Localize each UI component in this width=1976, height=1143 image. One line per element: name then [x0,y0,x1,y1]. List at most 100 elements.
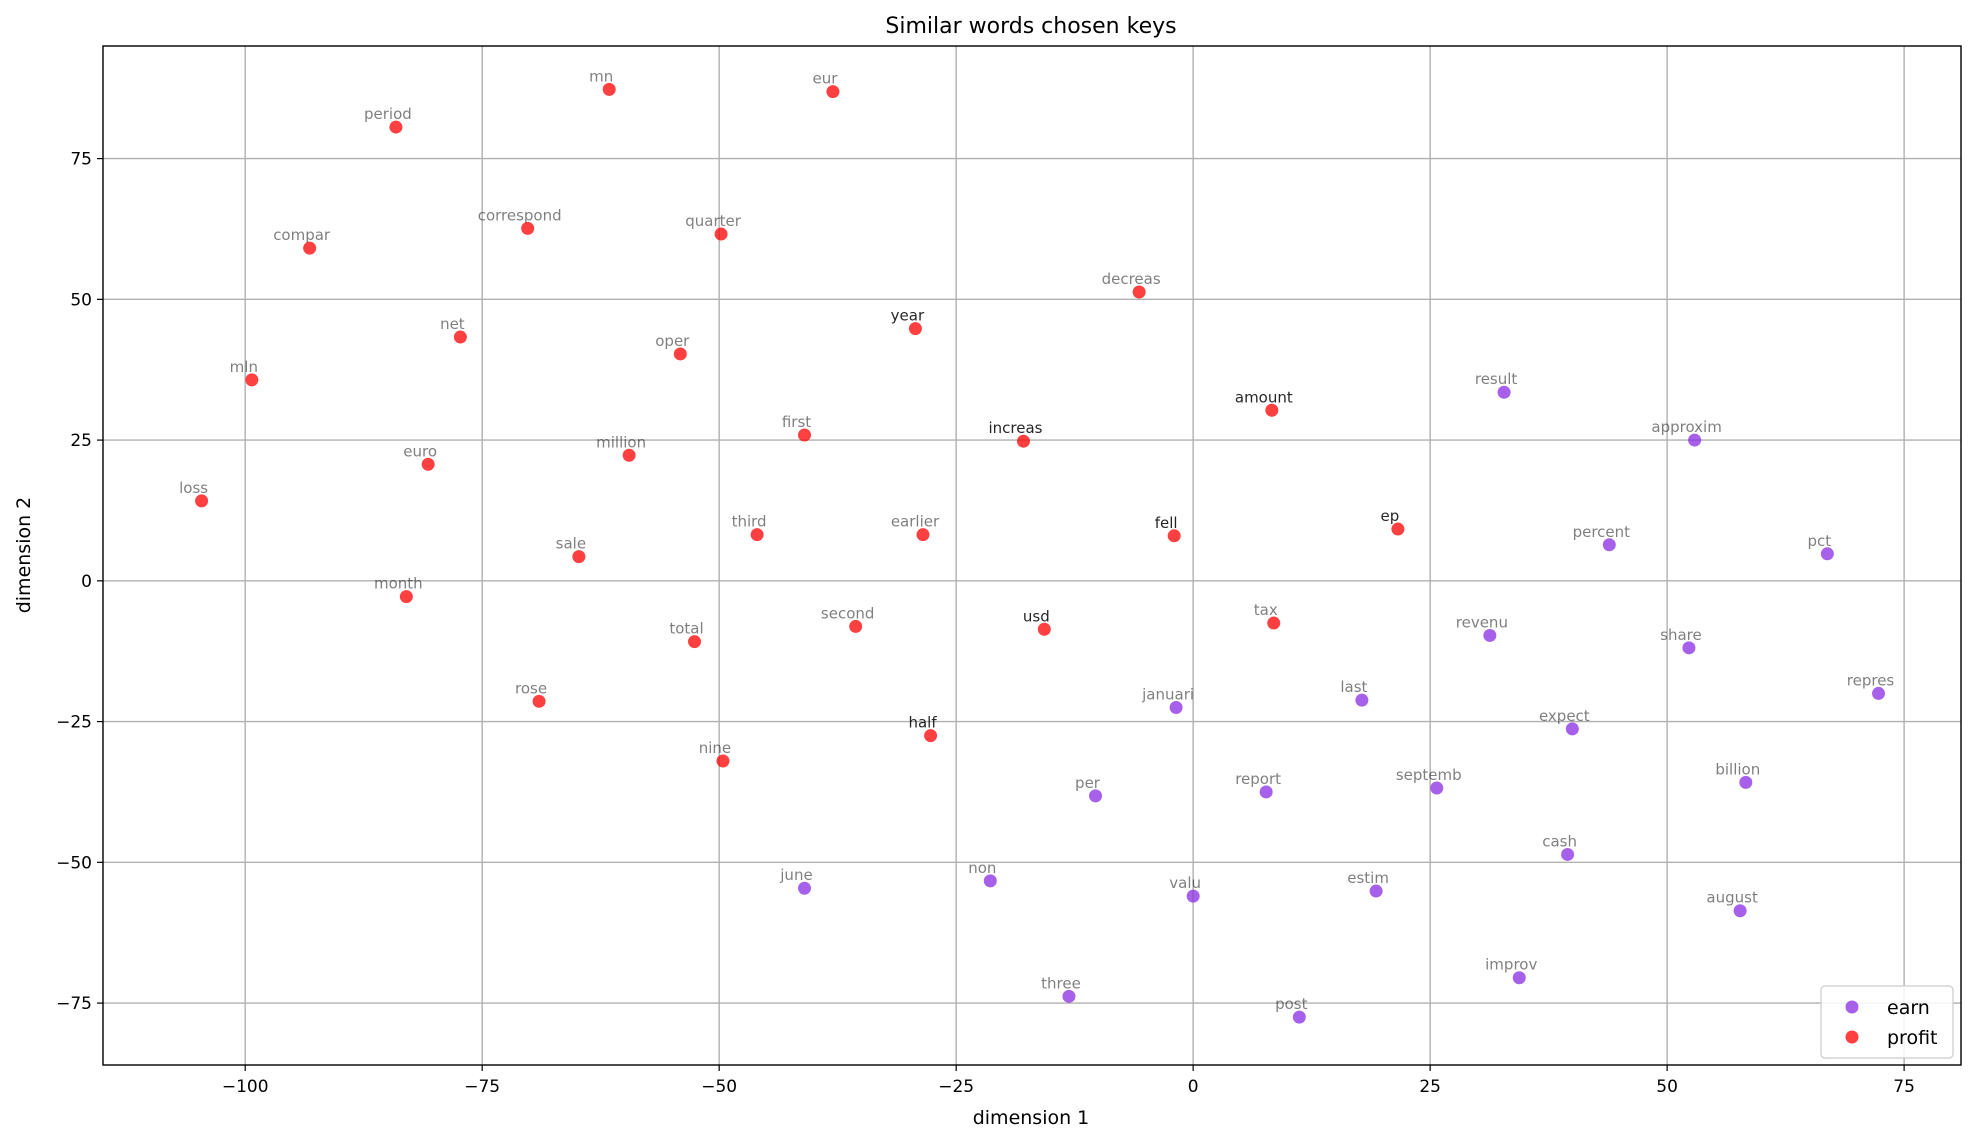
data-point-profit [1016,434,1030,448]
data-point-profit [908,322,922,336]
point-label: estim [1347,869,1389,887]
point-label: non [968,859,996,877]
chart-title: Similar words chosen keys [885,14,1176,39]
data-point-profit [826,85,840,99]
data-point-earn [1259,785,1273,799]
x-tick-label: 50 [1656,1077,1678,1097]
point-label: decreas [1102,270,1161,288]
x-tick-label: −25 [938,1077,974,1097]
data-point-earn [1186,889,1200,903]
point-label: nine [699,739,731,757]
data-point-earn [1820,547,1834,561]
point-label: sale [556,535,586,553]
point-label: pct [1808,532,1832,550]
data-point-earn [1739,775,1753,789]
data-point-profit [673,347,687,361]
y-tick-label: 25 [70,431,92,451]
point-label: report [1235,770,1281,788]
data-point-profit [521,221,535,235]
data-point-profit [916,528,930,542]
data-point-profit [399,590,413,604]
data-point-profit [714,227,728,241]
data-point-profit [750,528,764,542]
data-point-profit [1265,403,1279,417]
data-point-earn [1602,538,1616,552]
point-label: earlier [891,513,940,531]
point-label: compar [273,226,331,244]
data-point-earn [1169,701,1183,715]
point-label: total [669,620,703,638]
point-label: revenu [1456,613,1508,631]
data-point-earn [1089,789,1103,803]
point-label: third [732,513,767,531]
point-labels: result approxim percent pct revenu share repre… [179,67,1894,1013]
point-label: share [1660,626,1702,644]
data-point-profit [622,448,636,462]
x-tick-label: 75 [1893,1077,1915,1097]
data-point-profit [572,550,586,564]
point-label: euro [403,442,437,460]
axis-ticks: −100 −75 −50 −25 0 25 50 75 −75 −50 −25 0 25 50 75 [56,150,1915,1097]
data-point-earn [1355,693,1369,707]
point-label: usd [1023,607,1050,625]
point-label: approxim [1651,418,1721,436]
y-tick-label: 75 [70,150,92,170]
point-label: month [374,575,423,593]
data-point-profit [849,619,863,633]
point-label: januari [1141,686,1194,704]
data-point-profit [1037,622,1051,636]
point-label: last [1340,678,1367,696]
data-point-profit [1267,616,1281,630]
data-point-profit [532,694,546,708]
point-label: mln [230,358,258,376]
x-tick-label: −100 [222,1077,269,1097]
y-tick-label: 50 [70,290,92,310]
data-point-earn [797,881,811,895]
point-label: percent [1573,523,1631,541]
point-label: improv [1485,956,1537,974]
data-point-earn [983,874,997,888]
data-point-profit [245,373,259,387]
data-point-profit [1167,529,1181,543]
y-axis-label: dimension 2 [13,497,35,614]
point-label: correspond [478,206,562,224]
point-label: expect [1539,707,1590,725]
point-label: billion [1715,760,1760,778]
y-tick-label: −75 [56,994,92,1014]
point-label: august [1706,889,1758,907]
data-point-earn [1062,989,1076,1003]
point-label: tax [1254,601,1278,619]
point-label: result [1475,370,1518,388]
legend-marker-profit [1845,1030,1859,1044]
point-label: septemb [1396,766,1462,784]
point-label: quarter [685,212,741,230]
point-label: mn [589,67,613,85]
data-point-profit [303,241,317,255]
data-point-profit [1132,285,1146,299]
data-point-profit [1391,522,1405,536]
point-label: million [596,433,646,451]
point-label: year [891,307,925,325]
point-label: eur [812,70,838,88]
data-point-profit [602,82,616,96]
x-tick-label: −50 [701,1077,737,1097]
data-point-earn [1561,847,1575,861]
legend: earn profit [1820,985,1954,1059]
legend-label-profit: profit [1887,1027,1938,1049]
legend-marker-earn [1845,1000,1859,1014]
y-tick-label: −50 [56,853,92,873]
point-label: rose [515,679,547,697]
point-label: june [779,866,812,884]
point-label: net [440,315,465,333]
data-points [195,82,1886,1024]
data-point-profit [924,729,938,743]
point-label: cash [1542,832,1577,850]
data-point-profit [389,120,403,134]
grid [103,46,1961,1065]
point-label: per [1075,774,1101,792]
data-point-profit [421,457,435,471]
point-label: post [1275,995,1308,1013]
data-point-profit [453,330,467,344]
data-point-earn [1688,433,1702,447]
